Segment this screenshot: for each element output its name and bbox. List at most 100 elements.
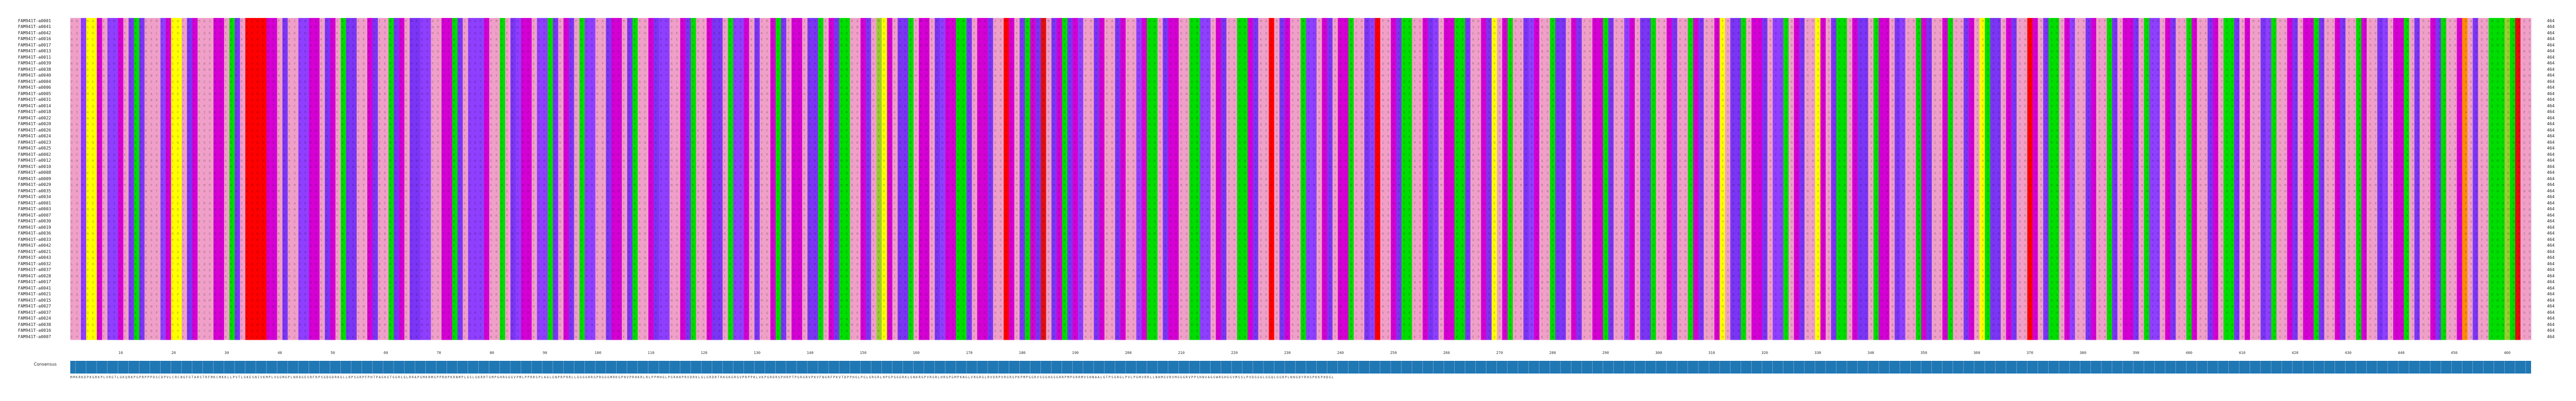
sequence-name[interactable]: FAM941T-a0015	[18, 298, 51, 303]
alignment-column-block	[993, 18, 1004, 340]
consensus-bar-divider	[499, 361, 500, 374]
consensus-bar-divider	[245, 361, 246, 374]
sequence-name[interactable]: FAM941T-a0024	[18, 134, 51, 139]
sequence-name[interactable]: FAM941T-a0032	[18, 262, 51, 267]
consensus-bar-divider	[722, 361, 723, 374]
sequence-name[interactable]: FAM941T-a0016	[18, 36, 51, 42]
sequence-name[interactable]: FAM941T-a0036	[18, 231, 51, 236]
alignment-column-block	[1115, 18, 1121, 340]
sequence-name[interactable]: FAM941T-a0038	[18, 322, 51, 328]
consensus-bar-divider	[701, 361, 702, 374]
consensus-bar-divider	[1422, 361, 1423, 374]
alignment-column-block	[579, 18, 585, 340]
consensus-bar-divider	[2483, 361, 2484, 374]
sequence-name[interactable]: FAM941T-a0043	[18, 255, 51, 260]
sequence-length: 464	[2547, 158, 2554, 163]
sequence-name[interactable]: FAM941T-a0040	[18, 73, 51, 78]
consensus-bar-divider	[1210, 361, 1211, 374]
sequence-name[interactable]: FAM941T-a0022	[18, 116, 51, 121]
alignment-column-block	[569, 18, 574, 340]
alignment-column-block	[1900, 18, 1906, 340]
alignment-column-block	[1072, 18, 1078, 340]
sequence-name[interactable]: FAM941T-a0001	[18, 201, 51, 206]
alignment-column-block	[457, 18, 463, 340]
sequence-name[interactable]: FAM941T-a0020	[18, 122, 51, 127]
sequence-name[interactable]: FAM941T-a0016	[18, 328, 51, 333]
sequence-name[interactable]: FAM941T-a0030	[18, 219, 51, 224]
consensus-bar-divider	[2101, 361, 2102, 374]
alignment-column-block	[2112, 18, 2118, 340]
sequence-name[interactable]: FAM941T-a0007	[18, 213, 51, 218]
sequence-name[interactable]: FAM941T-a0028	[18, 274, 51, 279]
sequence-name[interactable]: FAM941T-a0005	[18, 91, 51, 97]
consensus-bar-divider	[1369, 361, 1370, 374]
alignment-column-block	[2069, 18, 2076, 340]
alignment-column-block	[1337, 18, 1349, 340]
sequence-name[interactable]: FAM941T-a0029	[18, 182, 51, 188]
consensus-bar-divider	[2292, 361, 2293, 374]
sequence-name[interactable]: FAM941T-a0034	[18, 194, 51, 200]
sequence-name[interactable]: FAM941T-a0014	[18, 104, 51, 109]
sequence-name[interactable]: FAM941T-a0035	[18, 189, 51, 194]
sequence-name[interactable]: FAM941T-a0039	[18, 61, 51, 66]
alignment-column-block	[1094, 18, 1100, 340]
sequence-name[interactable]: FAM941T-a0033	[18, 237, 51, 243]
sequence-name[interactable]: FAM941T-a0027	[18, 304, 51, 309]
consensus-bar-divider	[2408, 361, 2410, 374]
consensus-bar-divider	[1518, 361, 1519, 374]
sequence-name[interactable]: FAM941T-a0017	[18, 279, 51, 285]
ruler-tick-label: 280	[1549, 351, 1556, 355]
sequence-name[interactable]: FAM941T-a0025	[18, 146, 51, 151]
sequence-name[interactable]: FAM941T-a0021	[18, 292, 51, 297]
sequence-name[interactable]: FAM941T-a0042	[18, 243, 51, 248]
sequence-name[interactable]: FAM941T-a0041	[18, 24, 51, 30]
alignment-column-block	[887, 18, 893, 340]
sequence-name[interactable]: FAM941T-a0031	[18, 97, 51, 102]
sequence-name[interactable]: FAM941T-a0009	[18, 176, 51, 182]
sequence-name[interactable]: FAM941T-a0042	[18, 31, 51, 36]
ruler-tick-label: 120	[701, 351, 708, 355]
alignment-column-block	[595, 18, 607, 340]
alignment-column-block	[770, 18, 776, 340]
sequence-name[interactable]: FAM941T-a0023	[18, 140, 51, 145]
sequence-name[interactable]: FAM941T-a0008	[18, 170, 51, 175]
sequence-name[interactable]: FAM941T-a0019	[18, 225, 51, 230]
alignment-column-block	[2414, 18, 2420, 340]
sequence-length: 464	[2547, 262, 2554, 267]
sequence-name[interactable]: FAM941T-a0006	[18, 85, 51, 90]
sequence-name[interactable]: FAM941T-a0013	[18, 49, 51, 54]
sequence-name[interactable]: FAM941T-a0011	[18, 55, 51, 60]
sequence-name[interactable]: FAM941T-a0004	[18, 79, 51, 85]
sequence-name[interactable]: FAM941T-a0021	[18, 249, 51, 255]
sequence-name[interactable]: FAM941T-a0024	[18, 316, 51, 321]
consensus-bar-divider	[319, 361, 320, 374]
sequence-name[interactable]: FAM941T-a0010	[18, 164, 51, 170]
sequence-name[interactable]: FAM941T-a0012	[18, 158, 51, 163]
sequence-name[interactable]: FAM941T-a0041	[18, 286, 51, 291]
alignment-column-block	[2366, 18, 2378, 340]
alignment-column-block	[1248, 18, 1253, 340]
consensus-bar-divider	[224, 361, 225, 374]
alignment-column-block	[691, 18, 696, 340]
sequence-name[interactable]: FAM941T-a0001	[18, 18, 51, 24]
sequence-name[interactable]: FAM941T-a0002	[18, 152, 51, 157]
sequence-name[interactable]: FAM941T-a0037	[18, 267, 51, 273]
consensus-bar-divider	[1751, 361, 1752, 374]
alignment-column-block	[934, 18, 941, 340]
sequence-name[interactable]: FAM941T-a0018	[18, 109, 51, 115]
sequence-name[interactable]: FAM941T-a0038	[18, 67, 51, 72]
consensus-bar-divider	[2472, 361, 2473, 374]
consensus-bar-divider	[340, 361, 341, 374]
consensus-bar-divider	[966, 361, 967, 374]
sequence-name[interactable]: FAM941T-a0037	[18, 310, 51, 315]
alignment-column-block	[2175, 18, 2187, 340]
sequence-length: 464	[2547, 267, 2554, 273]
alignment-column-block	[1926, 18, 1932, 340]
alignment-column-block	[483, 18, 490, 340]
sequence-name[interactable]: FAM941T-a0017	[18, 43, 51, 48]
alignment-column-block	[823, 18, 829, 340]
sequence-name[interactable]: FAM941T-a0003	[18, 207, 51, 212]
sequence-name[interactable]: FAM941T-a0007	[18, 334, 51, 340]
sequence-name[interactable]: FAM941T-a0026	[18, 128, 51, 133]
